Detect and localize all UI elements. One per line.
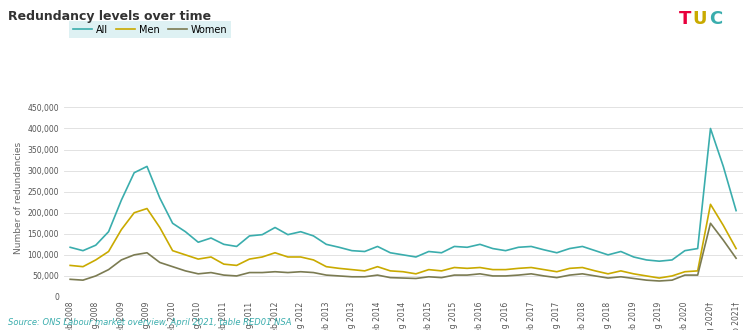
Legend: All, Men, Women: All, Men, Women <box>68 21 232 39</box>
Women <box>450 273 459 277</box>
All <box>463 245 472 249</box>
Men <box>245 257 254 261</box>
Women <box>463 273 472 277</box>
All <box>706 126 715 130</box>
Men <box>501 268 510 272</box>
All <box>245 234 254 238</box>
Women <box>245 271 254 275</box>
Men <box>66 263 75 267</box>
Women <box>706 221 715 225</box>
Women <box>66 277 75 281</box>
All <box>501 249 510 253</box>
Women <box>578 272 587 276</box>
Text: U: U <box>693 10 707 28</box>
Men <box>731 247 740 250</box>
Men <box>578 266 587 270</box>
All <box>488 247 497 250</box>
Women <box>731 256 740 260</box>
Line: Men: Men <box>70 204 736 278</box>
All <box>450 245 459 248</box>
All <box>731 209 740 213</box>
Women <box>488 274 497 278</box>
Y-axis label: Number of redundancies: Number of redundancies <box>14 142 23 254</box>
All <box>578 245 587 248</box>
Text: Source: ONS Labour market overview, April 2021, table RED01 NSA: Source: ONS Labour market overview, Apri… <box>8 318 291 327</box>
Men <box>655 276 664 280</box>
Men <box>463 266 472 270</box>
All <box>66 245 75 249</box>
Text: C: C <box>709 10 722 28</box>
Line: Women: Women <box>70 223 736 281</box>
Women <box>501 274 510 278</box>
Line: All: All <box>70 128 736 261</box>
Text: Redundancy levels over time: Redundancy levels over time <box>8 10 211 23</box>
Men <box>488 268 497 272</box>
Men <box>450 266 459 270</box>
All <box>655 259 664 263</box>
Text: T: T <box>680 10 692 28</box>
Women <box>655 279 664 283</box>
Men <box>706 202 715 206</box>
